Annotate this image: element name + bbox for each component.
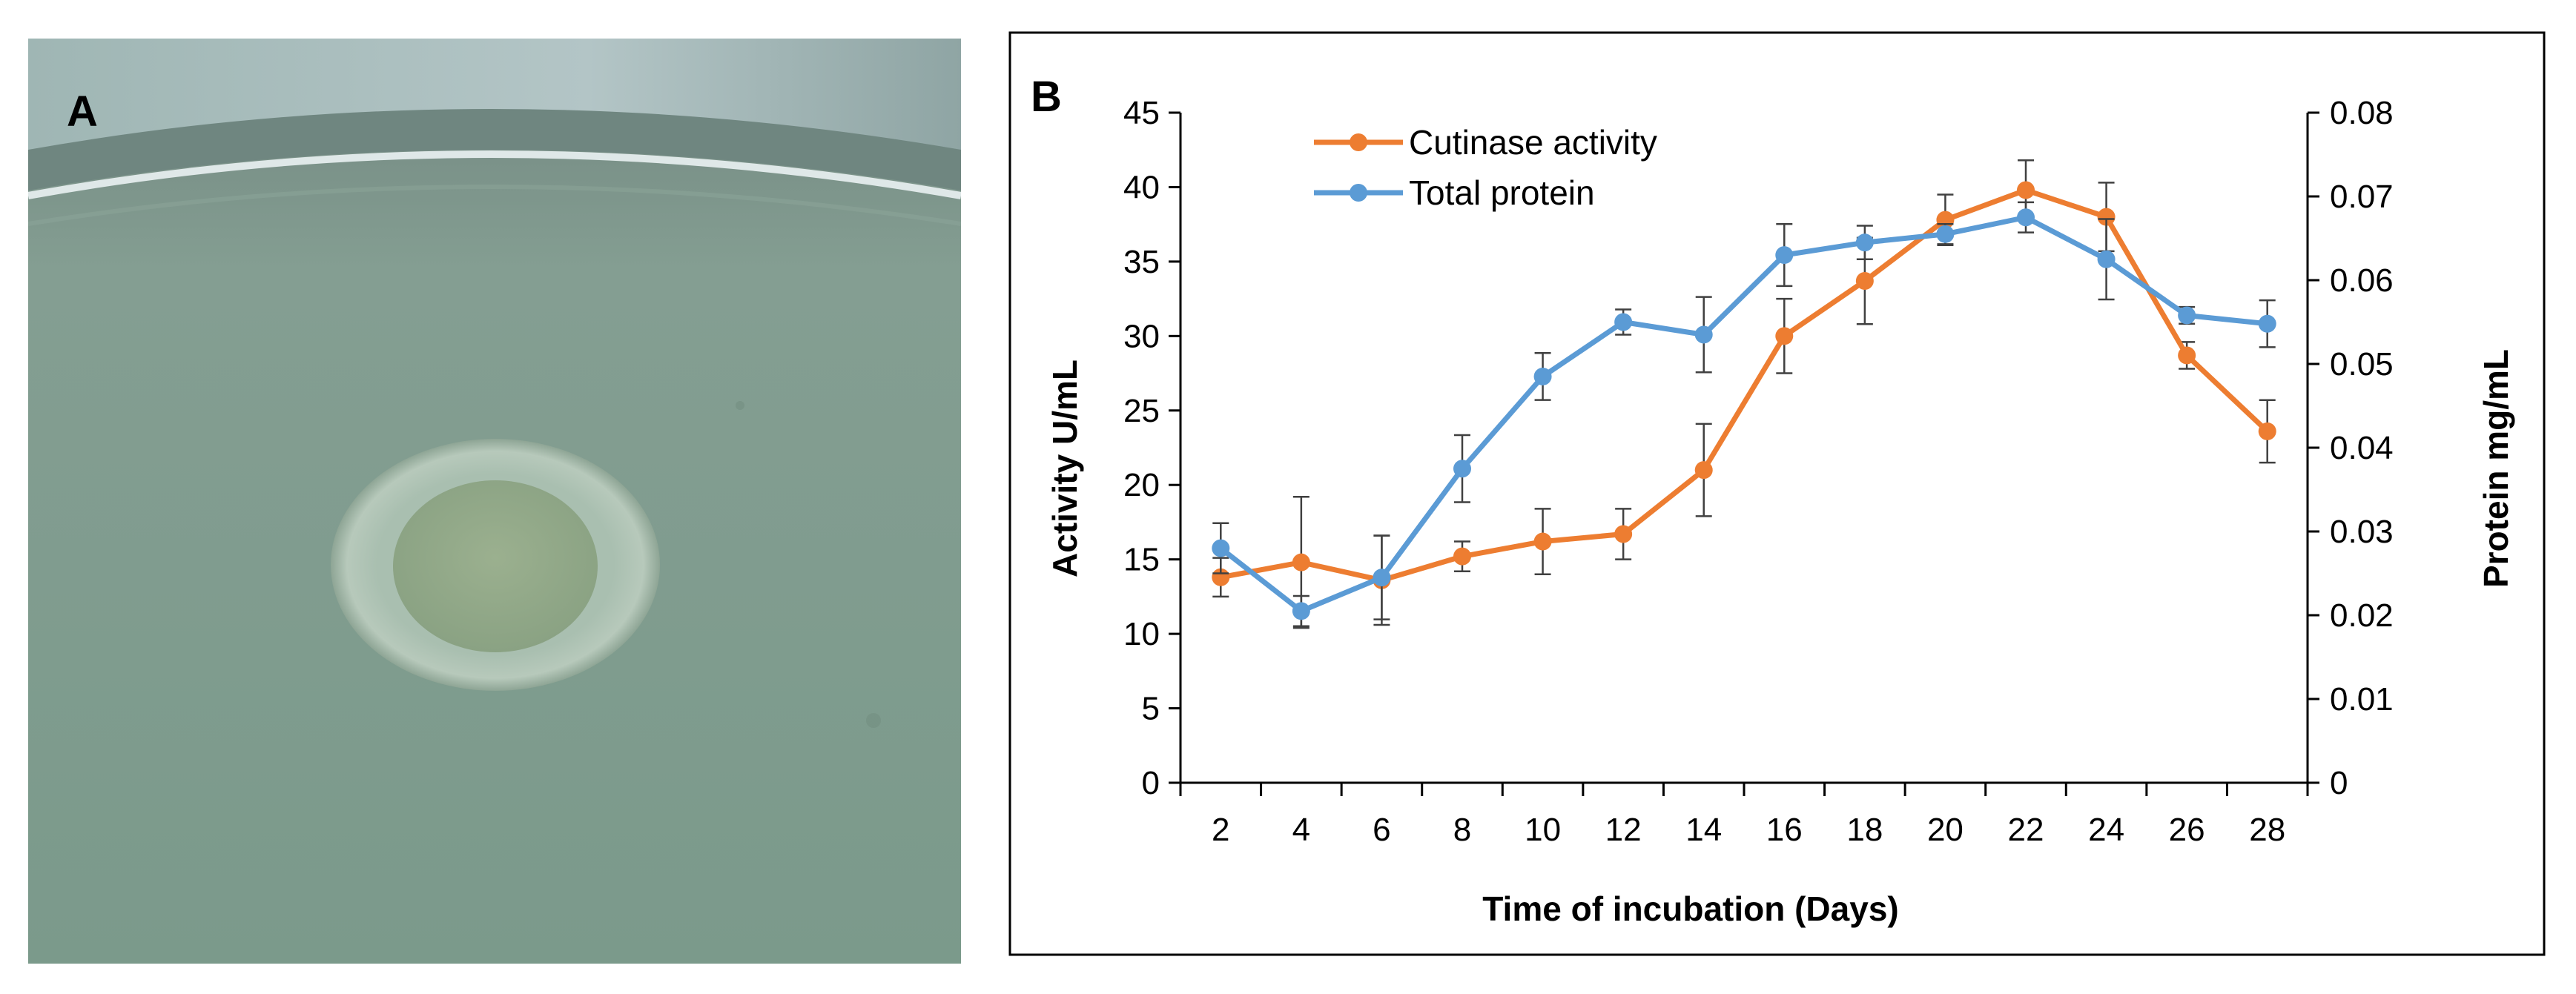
- y-tick-label: 40: [1123, 169, 1160, 205]
- data-point: [1936, 225, 1955, 243]
- data-point: [1855, 233, 1874, 252]
- x-tick-label: 6: [1373, 812, 1390, 848]
- data-point: [2258, 422, 2276, 440]
- y2-tick-label: 0.06: [2330, 262, 2394, 299]
- y-axis-title: Activity U/mL: [1046, 360, 1084, 577]
- data-point: [2178, 306, 2196, 325]
- data-point: [1694, 461, 1713, 480]
- data-point: [1533, 532, 1552, 551]
- x-tick-label: 20: [1927, 812, 1964, 848]
- series-line: [1220, 187, 2270, 583]
- x-tick-label: 12: [1605, 812, 1642, 848]
- x-tick-label: 4: [1292, 812, 1310, 848]
- x-tick-label: 28: [2249, 812, 2285, 848]
- y2-tick-label: 0.03: [2330, 514, 2394, 550]
- y2-tick-label: 0.08: [2330, 95, 2394, 131]
- y-tick-label: 35: [1123, 244, 1160, 280]
- y2-tick-label: 0: [2330, 765, 2348, 801]
- data-point: [1292, 602, 1310, 620]
- y-tick-label: 15: [1123, 542, 1160, 578]
- y2-tick-label: 0.05: [2330, 346, 2394, 382]
- y2-tick-label: 0.01: [2330, 681, 2394, 718]
- x-tick-label: 2: [1212, 812, 1229, 848]
- data-point: [1292, 553, 1310, 571]
- chart-border: [1008, 31, 2546, 956]
- x-tick-label: 22: [2008, 812, 2044, 848]
- petri-dish-photo: A: [28, 39, 961, 964]
- data-point: [1453, 547, 1471, 566]
- x-tick-label: 26: [2169, 812, 2205, 848]
- series-layer: [1212, 159, 2276, 629]
- data-point: [2178, 346, 2196, 365]
- panel-b-letter: B: [1031, 73, 1062, 121]
- data-point: [1614, 313, 1633, 331]
- x-tick-label: 14: [1685, 812, 1722, 848]
- data-point: [1614, 525, 1633, 543]
- cutinase-chart: B 0 5 10 15 20 25 30 35 40 45 0 0.01 0.02 0.03 0.04 0.0…: [1008, 31, 2546, 956]
- data-point: [1694, 325, 1713, 344]
- legend-marker-protein: [1350, 184, 1367, 202]
- x-tick-label: 18: [1846, 812, 1883, 848]
- x-tick-label: 24: [2088, 812, 2124, 848]
- data-point: [1775, 246, 1794, 265]
- y-tick-label: 10: [1123, 616, 1160, 652]
- y-tick-label: 0: [1142, 765, 1160, 801]
- axes-layer: 0 5 10 15 20 25 30 35 40 45 0 0.01 0.02 0.03 0.04 0.05 0…: [1123, 95, 2394, 848]
- legend-marker-cutinase: [1350, 133, 1367, 151]
- data-point: [2097, 208, 2116, 226]
- y2-tick-label: 0.02: [2330, 597, 2394, 634]
- data-point: [1533, 367, 1552, 385]
- data-point: [1373, 569, 1391, 587]
- agar-speck: [736, 401, 744, 410]
- y-tick-label: 25: [1123, 393, 1160, 429]
- y2-axis-title: Protein mg/mL: [2477, 349, 2515, 588]
- data-point: [2017, 181, 2035, 199]
- y-tick-label: 5: [1142, 691, 1160, 727]
- y-tick-label: 20: [1123, 467, 1160, 503]
- y2-tick-label: 0.07: [2330, 179, 2394, 215]
- petri-dish-rim-highlight: [28, 150, 961, 199]
- panel-b-chart: B 0 5 10 15 20 25 30 35 40 45 0 0.01 0.02 0.03 0.04 0.0…: [1008, 31, 2546, 956]
- legend-label-protein: Total protein: [1409, 173, 1595, 212]
- x-tick-label: 10: [1525, 812, 1561, 848]
- data-point: [2097, 250, 2116, 268]
- x-tick-label: 16: [1766, 812, 1803, 848]
- series-line: [1219, 214, 2268, 614]
- data-point: [2258, 314, 2276, 333]
- panel-a-letter: A: [67, 87, 98, 136]
- legend-label-cutinase: Cutinase activity: [1409, 123, 1657, 162]
- y-tick-label: 30: [1123, 318, 1160, 354]
- y-tick-label: 45: [1123, 95, 1160, 131]
- series-total-protein: [1212, 201, 2276, 627]
- data-point: [1212, 539, 1230, 557]
- agar-speck: [866, 713, 881, 728]
- data-point: [1855, 272, 1874, 291]
- y2-tick-label: 0.04: [2330, 430, 2394, 466]
- x-axis-title: Time of incubation (Days): [1482, 889, 1898, 928]
- data-point: [1775, 327, 1794, 345]
- petri-dish-inner-edge: [28, 185, 961, 226]
- petri-dish-rim: [28, 109, 961, 190]
- agar-well: [393, 480, 598, 652]
- data-point: [1453, 460, 1471, 478]
- x-tick-label: 8: [1453, 812, 1471, 848]
- legend: Cutinase activity Total protein: [1314, 123, 1657, 212]
- data-point: [2017, 208, 2035, 227]
- panel-a-photo: A: [28, 39, 961, 964]
